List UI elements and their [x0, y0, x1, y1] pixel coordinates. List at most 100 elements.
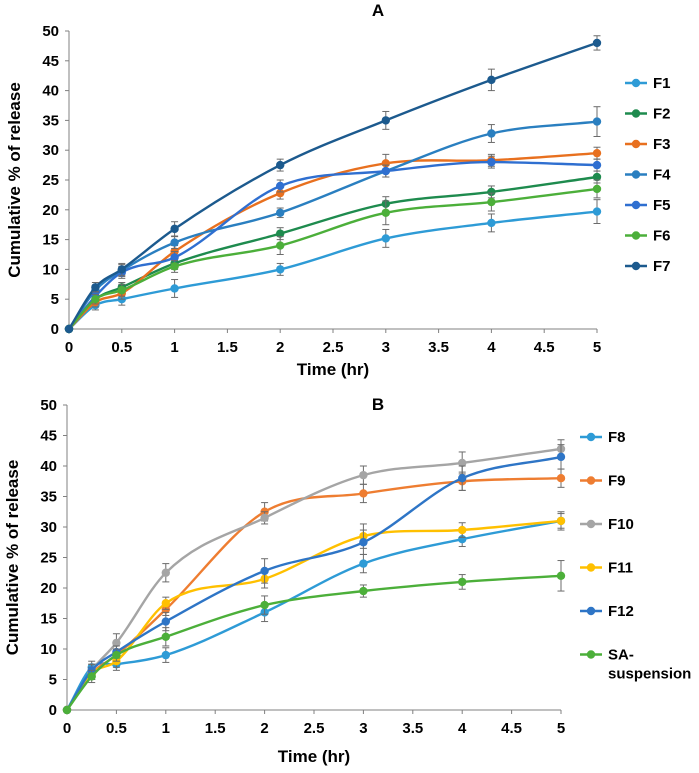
data-point	[112, 638, 121, 648]
x-tick-label: 2.5	[323, 339, 344, 356]
legend-swatch-marker	[631, 200, 641, 210]
data-point	[161, 650, 170, 660]
y-tick-label: 40	[42, 83, 59, 100]
y-tick-label: 30	[42, 142, 59, 159]
x-tick-label: 4	[487, 339, 496, 356]
legend-label: F8	[608, 429, 626, 446]
series-line	[66, 519, 562, 711]
data-point	[276, 241, 285, 250]
series-line	[66, 477, 562, 711]
chart-panel-b: B 0 5 10 15 20 25 30 35 40 45 50 0 0.5 1 1.5 2 2.5 3 3.5 4 4.…	[3, 395, 691, 766]
y-axis-title: Cumulative % of release	[5, 82, 24, 278]
data-point	[161, 632, 170, 641]
data-point	[359, 559, 368, 568]
chart-title: B	[372, 395, 384, 414]
data-point	[487, 75, 496, 85]
x-tick-label: 1.5	[205, 720, 226, 737]
data-point	[487, 129, 496, 138]
x-tick-label: 1.5	[217, 339, 238, 356]
y-tick-label: 0	[49, 702, 57, 719]
y-tick-label: 40	[40, 458, 57, 475]
x-tick-label: 1	[162, 720, 170, 737]
legend-swatch-marker	[631, 109, 641, 118]
legend-swatch-marker	[631, 78, 641, 88]
x-tick-label: 5	[593, 339, 601, 356]
data-point	[592, 184, 602, 194]
data-point	[458, 577, 467, 587]
series-line	[68, 160, 598, 330]
x-tick-label: 2	[260, 720, 268, 737]
x-tick-label: 3	[382, 339, 390, 356]
y-tick-label: 5	[51, 291, 59, 308]
series-f1	[64, 199, 602, 334]
data-point	[556, 516, 566, 526]
data-point	[359, 538, 368, 547]
data-point	[556, 474, 566, 483]
data-point	[170, 253, 179, 262]
x-tick-label: 4	[458, 720, 467, 737]
legend-label: F5	[653, 197, 671, 214]
y-tick-label: 10	[40, 641, 57, 658]
legend-swatch-marker	[586, 606, 596, 616]
data-point	[381, 208, 390, 217]
legend-swatch-marker	[631, 139, 641, 149]
series-line	[67, 41, 598, 330]
x-tick-label: 4.5	[501, 720, 522, 737]
legend-label: F12	[608, 603, 634, 620]
x-tick-label: 0.5	[106, 720, 127, 737]
legend-swatch-marker	[586, 432, 596, 442]
y-tick-label: 15	[40, 611, 57, 628]
data-point	[381, 116, 390, 125]
data-point	[458, 525, 467, 535]
data-point	[161, 617, 170, 626]
data-point	[592, 117, 602, 126]
x-tick-label: 3	[359, 720, 367, 737]
data-point	[458, 474, 467, 483]
legend-label: F4	[653, 167, 671, 184]
data-point	[458, 458, 467, 468]
y-tick-label: 10	[42, 261, 59, 278]
data-point	[64, 324, 74, 334]
y-tick-label: 35	[40, 489, 57, 506]
data-point	[276, 181, 285, 191]
x-tick-label: 2.5	[304, 720, 325, 737]
x-tick-label: 0	[65, 339, 73, 356]
series-line	[68, 152, 598, 330]
x-tick-label: 0	[63, 720, 71, 737]
data-point	[276, 229, 285, 238]
y-tick-label: 20	[42, 202, 59, 219]
data-point	[592, 207, 602, 216]
series-f11	[62, 513, 566, 715]
y-tick-label: 45	[40, 428, 57, 445]
x-tick-label: 5	[557, 720, 565, 737]
legend-label: F7	[653, 258, 671, 275]
data-point	[170, 284, 179, 293]
data-point	[487, 218, 496, 228]
legend-label: F3	[653, 136, 671, 153]
y-tick-label: 30	[40, 519, 57, 536]
legend-swatch-marker	[631, 170, 641, 179]
data-point	[260, 600, 269, 610]
legend-label: F9	[608, 473, 626, 490]
x-axis-title: Time (hr)	[278, 747, 350, 766]
y-tick-label: 0	[51, 321, 59, 338]
data-point	[359, 489, 368, 498]
data-point	[276, 188, 285, 198]
data-point	[592, 148, 602, 158]
data-point	[117, 286, 127, 295]
y-axis-title: Cumulative % of release	[3, 460, 22, 656]
series-line	[65, 519, 562, 711]
series-sa-suspension	[62, 560, 566, 715]
legend-label: F11	[608, 560, 633, 577]
legend-label: F6	[653, 228, 671, 245]
series-line	[68, 187, 598, 330]
data-point	[161, 599, 170, 608]
data-point	[592, 160, 602, 170]
y-tick-label: 50	[42, 23, 59, 40]
x-tick-label: 3.5	[402, 720, 423, 737]
data-point	[62, 705, 72, 715]
data-point	[112, 650, 121, 660]
series-line	[68, 120, 598, 330]
series-f5	[64, 155, 602, 334]
